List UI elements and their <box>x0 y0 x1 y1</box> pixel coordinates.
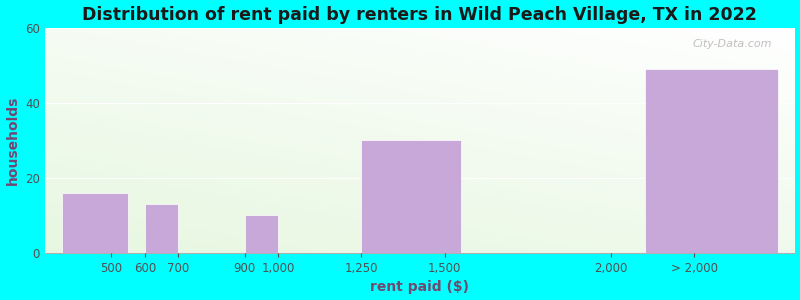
X-axis label: rent paid ($): rent paid ($) <box>370 280 469 294</box>
Title: Distribution of rent paid by renters in Wild Peach Village, TX in 2022: Distribution of rent paid by renters in … <box>82 6 757 24</box>
Y-axis label: households: households <box>6 96 19 185</box>
Bar <box>362 140 462 253</box>
Bar <box>645 69 778 253</box>
Bar <box>145 204 178 253</box>
Bar <box>245 215 278 253</box>
Bar <box>62 193 128 253</box>
Text: City-Data.com: City-Data.com <box>693 39 772 49</box>
